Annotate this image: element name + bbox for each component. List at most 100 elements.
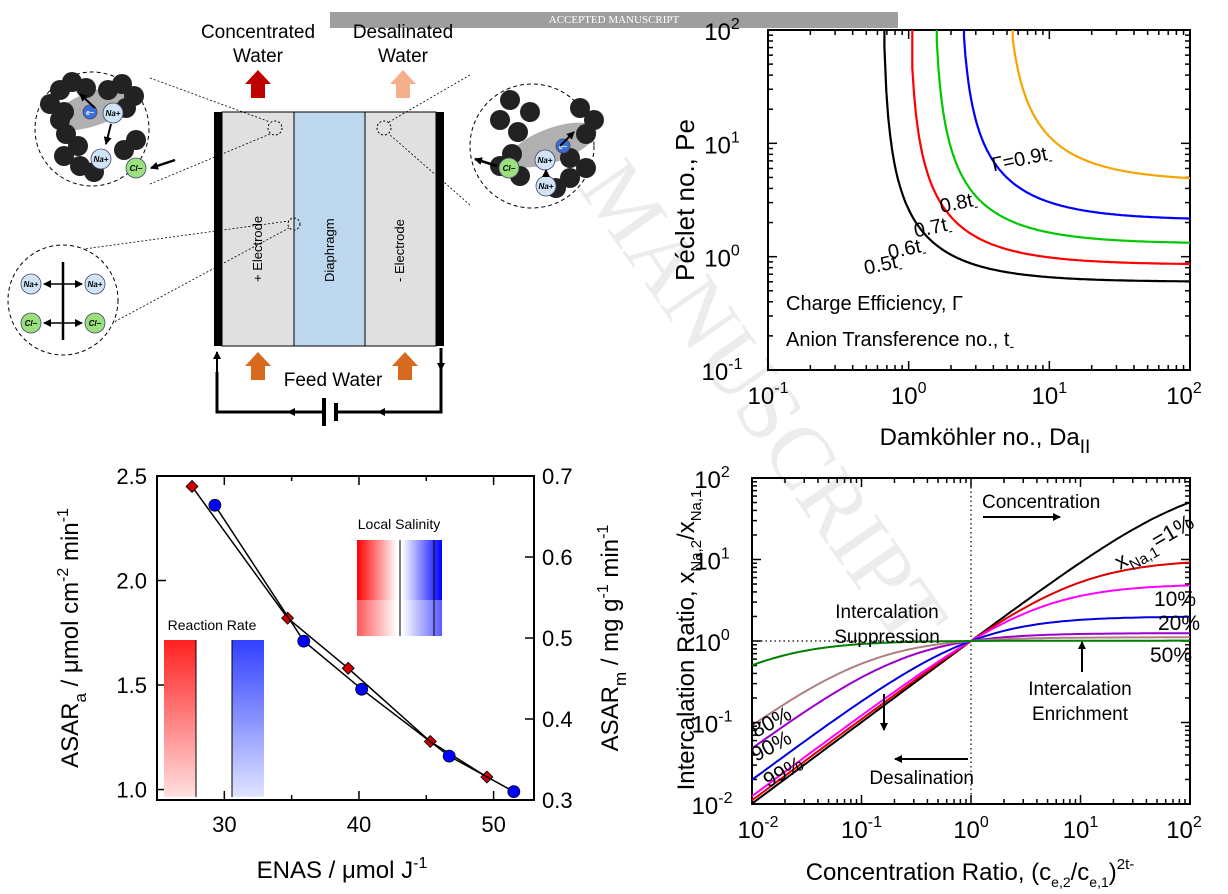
cl-ion-mem-left: [20, 312, 42, 334]
inset-reaction-rate-title: Reaction Rate: [168, 617, 257, 633]
diaphragm-label: Diaphragm: [322, 218, 337, 282]
pe-series-gamma-0.8: [962, 30, 1190, 220]
anode-particle-3: [520, 102, 540, 122]
pe-ytick-label-2: 101: [704, 129, 740, 159]
asar-ytick-right-label-3: 0.6: [542, 545, 573, 570]
asar-xtick-label-2: 50: [481, 812, 505, 837]
anode-particle-9: [560, 168, 580, 188]
ratio-label-1pct: xNa,1=1%: [1110, 509, 1201, 580]
pe-ylabel: Péclet no., Pe: [670, 119, 700, 281]
cl-ion-right-label: Cl−: [503, 164, 516, 173]
anode-particle-2: [508, 122, 528, 142]
desalinated-water-label: Desalinated: [353, 22, 453, 43]
desalinated-out-arrow: [390, 70, 416, 98]
zoom-connector-3: [388, 133, 471, 206]
anode-particle-1: [490, 110, 510, 130]
asar-ylabel-right: ASARm / mg g-1 min-1: [595, 525, 630, 752]
anode-particle-0: [500, 90, 520, 110]
ratio-annotation-enrichment-1: Intercalation: [1028, 679, 1132, 700]
na-ion-right-2-label: Na+: [539, 182, 554, 191]
accepted-manuscript-banner: ACCEPTED MANUSCRIPT: [330, 12, 898, 28]
zoom-spot-right: [376, 120, 392, 136]
cl-ion-right: [498, 157, 520, 179]
electron-left: [82, 104, 98, 120]
pe-xtick-label-2: 101: [1032, 380, 1068, 410]
feed-in-arrow-left: [245, 352, 271, 380]
zoom-connector-5: [61, 227, 290, 351]
anode-particle-4: [570, 98, 590, 118]
asar-point-ASAR_a-1: [281, 611, 295, 625]
ratio-xtick-label-0: 10-2: [738, 814, 779, 844]
left-electrode-label: + Electrode: [250, 216, 265, 282]
ratio-xtick-label-1: 10-1: [841, 814, 882, 844]
asar-ytick-label-3: 2.5: [116, 464, 147, 489]
cl-ion-mem-left-label: Cl−: [25, 319, 38, 328]
ratio-annotation-concentration: Concentration: [982, 492, 1100, 513]
cathode-particle-10: [68, 136, 88, 156]
na-arrow-left: [103, 123, 112, 145]
na-ion-left-2-label: Na+: [94, 155, 109, 164]
pe-series-label-0.9: Γ=0.9t-: [990, 142, 1054, 179]
anode-particle-6: [576, 124, 596, 144]
ratio-series-99%: [751, 639, 1190, 667]
na-ion-left-1: [102, 102, 124, 124]
asar-ytick-label-2: 2.0: [116, 569, 147, 594]
cl-arrow-left: [150, 158, 176, 170]
na-ion-mem-left-label: Na+: [24, 280, 39, 289]
cl-ion-left: [125, 157, 147, 179]
asar-ytick-right-label-4: 0.7: [542, 464, 573, 489]
asar-frame: [156, 475, 535, 801]
asar-ytick-right-label-0: 0.3: [542, 788, 573, 813]
concentrated-water-label: Concentrated: [201, 22, 315, 43]
na-ion-left-2: [90, 148, 112, 170]
pe-xtick-label-1: 100: [891, 380, 927, 410]
electron-left-label: e−: [86, 110, 94, 117]
asar-ytick-label-0: 1.0: [116, 778, 147, 803]
pe-series-label-0.7: 0.7t-: [912, 213, 954, 245]
asar-point-ASAR_m-0: [208, 498, 222, 512]
feed-water-label: Feed Water: [284, 370, 383, 391]
ratio-annotation-suppression-1: Intercalation: [835, 602, 939, 623]
feed-in-arrow-right: [392, 352, 418, 380]
asar-point-ASAR_m-4: [507, 785, 521, 799]
cathode-particle-15: [126, 130, 146, 150]
electron-right-label: e−: [559, 144, 567, 151]
asar-xtick-label-1: 40: [347, 812, 371, 837]
pe-series-gamma-0.9: [1011, 30, 1191, 180]
asar-ytick-right-label-2: 0.5: [542, 626, 573, 651]
anode-particle-8: [576, 158, 596, 178]
left-current-collector: [214, 112, 222, 346]
ratio-ytick-label-1: 10-1: [692, 709, 733, 739]
zoom-circle-anode-shell: [509, 122, 597, 168]
right-electrode-label: - Electrode: [392, 219, 407, 282]
asar-point-ASAR_a-2: [341, 661, 355, 675]
zoom-spot-left: [267, 120, 283, 136]
zoom-spot-diaphragm: [287, 217, 301, 231]
concentrated-water-label-2: Water: [233, 46, 284, 67]
ratio-ytick-label-2: 100: [694, 627, 730, 657]
diaphragm: [293, 111, 366, 347]
asar-xtick-label-0: 30: [212, 812, 236, 837]
ratio-xtick-label-4: 102: [1166, 814, 1202, 844]
pe-xtick-label-3: 102: [1166, 380, 1202, 410]
na-ion-mem-left: [20, 273, 42, 295]
ratio-label-50pct: 50%: [1150, 644, 1192, 667]
ratio-xtick-label-2: 100: [953, 814, 989, 844]
cl-arrow-right: [474, 157, 498, 168]
asar-point-ASAR_m-1: [297, 634, 311, 648]
ratio-annotation-enrichment-2: Enrichment: [1032, 704, 1129, 725]
cl-ion-mem-right: [84, 312, 106, 334]
ratio-annotation-suppression-2: Suppression: [834, 627, 940, 648]
na-ion-left-1-label: Na+: [106, 109, 121, 118]
zoom-connector-1: [149, 133, 271, 185]
na-ion-right-1-label: Na+: [538, 156, 553, 165]
na-ion-mem-right-label: Na+: [88, 280, 103, 289]
cl-ion-left-label: Cl−: [130, 164, 143, 173]
pe-ytick-label-1: 100: [704, 243, 740, 273]
asar-ylabel-left: ASARa / μmol cm-2 min-1: [55, 508, 90, 768]
electron-arrow-left: [79, 93, 96, 109]
pe-ytick-label-3: 102: [704, 16, 740, 46]
pe-xlabel: Damköhler no., DaII: [880, 424, 1091, 458]
inset-local-salinity-title: Local Salinity: [358, 516, 441, 532]
